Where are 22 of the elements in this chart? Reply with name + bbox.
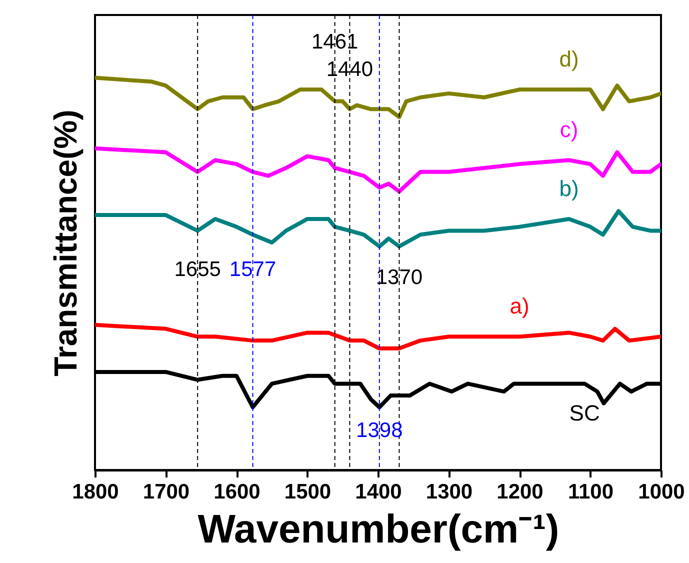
y-axis-title: Transmittance(%) xyxy=(48,110,84,376)
x-tick-label: 1000 xyxy=(638,480,685,504)
series-label: c) xyxy=(560,117,578,142)
series-label: d) xyxy=(559,46,579,72)
x-tick-label: 1400 xyxy=(355,480,402,504)
x-tick-label: 1700 xyxy=(142,480,190,504)
x-tick-label: 1300 xyxy=(426,480,473,504)
x-tick-label: 1200 xyxy=(496,480,544,504)
x-tick-label: 1600 xyxy=(214,480,260,504)
x-tick-label: 1500 xyxy=(284,480,332,504)
x-tick-label: 1800 xyxy=(72,480,119,504)
ref-line-label: 1370 xyxy=(376,266,423,289)
ref-line-label: 1655 xyxy=(174,258,221,281)
series-label: a) xyxy=(510,294,530,319)
ref-line-label: 1461 xyxy=(311,30,358,54)
ref-line-label: 1398 xyxy=(356,418,403,442)
ref-line-label: 1440 xyxy=(326,58,374,81)
series-label: SC xyxy=(569,400,600,426)
ref-line-label: 1577 xyxy=(229,258,276,281)
series-label: b) xyxy=(559,176,579,201)
x-axis-title: Wavenumber(cm⁻¹) xyxy=(198,508,560,552)
x-tick-label: 1100 xyxy=(568,480,614,504)
